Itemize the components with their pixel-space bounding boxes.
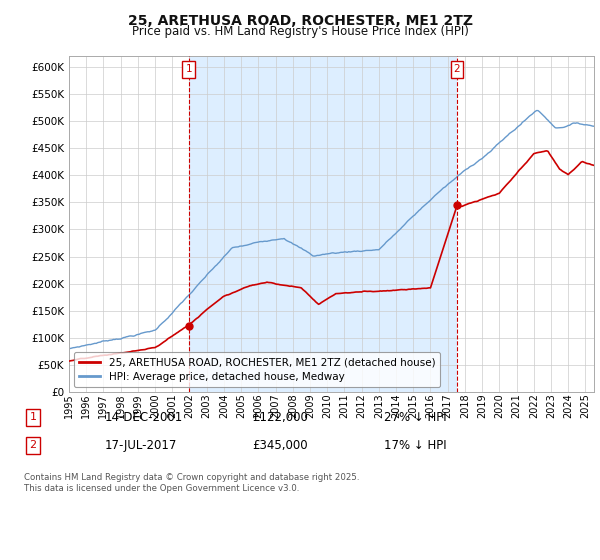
Text: 14-DEC-2001: 14-DEC-2001 (105, 410, 183, 424)
Legend: 25, ARETHUSA ROAD, ROCHESTER, ME1 2TZ (detached house), HPI: Average price, deta: 25, ARETHUSA ROAD, ROCHESTER, ME1 2TZ (d… (74, 352, 440, 387)
Text: £345,000: £345,000 (252, 438, 308, 452)
Text: 17% ↓ HPI: 17% ↓ HPI (384, 438, 446, 452)
Text: Price paid vs. HM Land Registry's House Price Index (HPI): Price paid vs. HM Land Registry's House … (131, 25, 469, 38)
Bar (189, 56, 457, 392)
Text: 1: 1 (185, 64, 192, 74)
Text: 27% ↓ HPI: 27% ↓ HPI (384, 410, 446, 424)
Text: 1: 1 (29, 412, 37, 422)
Text: £122,000: £122,000 (252, 410, 308, 424)
Text: Contains HM Land Registry data © Crown copyright and database right 2025.
This d: Contains HM Land Registry data © Crown c… (24, 473, 359, 493)
Text: 25, ARETHUSA ROAD, ROCHESTER, ME1 2TZ: 25, ARETHUSA ROAD, ROCHESTER, ME1 2TZ (128, 14, 473, 28)
Text: 2: 2 (454, 64, 460, 74)
Text: 2: 2 (29, 440, 37, 450)
Text: 17-JUL-2017: 17-JUL-2017 (105, 438, 178, 452)
